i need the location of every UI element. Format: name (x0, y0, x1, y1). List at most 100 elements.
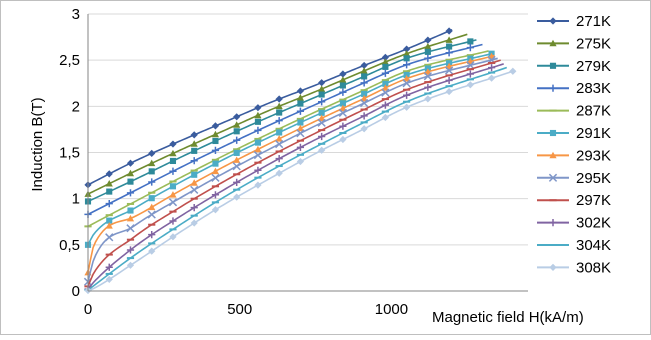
y-tick-label: 0,5 (59, 237, 80, 254)
data-point (403, 71, 410, 78)
data-point (126, 189, 135, 197)
data-point (296, 129, 305, 138)
data-point (276, 129, 283, 136)
data-point (467, 38, 474, 45)
series-283K (84, 43, 483, 218)
series-line (87, 59, 501, 287)
series-group (83, 27, 517, 295)
data-point (466, 70, 474, 78)
data-point (190, 131, 198, 139)
data-point (126, 159, 135, 167)
legend-item-271K: 271K (537, 13, 611, 30)
series-308K (84, 67, 517, 295)
data-point (318, 98, 326, 106)
data-point (169, 233, 177, 241)
data-point (105, 233, 114, 242)
data-point (360, 61, 368, 70)
data-point (233, 121, 241, 128)
legend-item-297K: 297K (537, 192, 611, 209)
x-tick-label: 0 (84, 301, 92, 318)
data-point (254, 166, 262, 174)
data-point (360, 94, 368, 102)
data-point (445, 76, 453, 85)
legend-marker (549, 62, 557, 69)
data-point (169, 140, 177, 148)
series-279K (84, 38, 477, 205)
series-line (87, 28, 453, 186)
data-point (403, 50, 411, 57)
data-point (211, 146, 220, 154)
data-point (424, 68, 432, 75)
data-point (509, 67, 517, 75)
y-tick-label: 3 (72, 6, 80, 23)
data-point (403, 45, 411, 53)
data-point (253, 150, 263, 160)
data-point (190, 140, 198, 147)
legend-item-304K: 304K (537, 237, 611, 254)
data-point (212, 160, 219, 167)
grid (88, 13, 528, 246)
data-point (423, 72, 432, 81)
x-tick-label: 1000 (375, 301, 408, 318)
data-point (318, 146, 326, 154)
axes: 0 0,5 1 1,5 2 2,5 3 0 500 1000 (59, 6, 528, 318)
x-tick-label: 500 (227, 301, 252, 318)
legend-marker (548, 173, 558, 182)
data-point (233, 178, 241, 186)
legend-label: 302K (576, 215, 611, 232)
legend-label: 279K (576, 58, 611, 75)
data-point (381, 101, 389, 109)
legend-marker (549, 151, 557, 159)
data-point (297, 119, 304, 126)
data-point (233, 156, 241, 163)
data-point (339, 122, 347, 130)
data-point (254, 104, 262, 112)
data-point (105, 222, 113, 229)
data-point (275, 155, 283, 163)
legend-item-302K: 302K (537, 215, 611, 232)
data-point (106, 188, 113, 195)
data-point (424, 95, 432, 103)
legend-item-287K: 287K (537, 103, 611, 120)
data-point (191, 147, 198, 154)
data-point (254, 181, 262, 189)
data-point (403, 91, 411, 99)
data-point (148, 168, 155, 175)
legend-label: 287K (576, 103, 611, 120)
legend-marker (549, 219, 557, 227)
data-point (233, 149, 240, 156)
data-point (148, 195, 155, 202)
data-point (360, 79, 368, 87)
legend-marker (549, 129, 557, 137)
data-point (403, 55, 410, 62)
legend-label: 275K (576, 35, 611, 52)
legend-label: 295K (576, 170, 611, 187)
x-axis-title: Magnetic field H(kA/m) (432, 309, 584, 326)
data-point (403, 75, 411, 82)
data-point (338, 108, 348, 118)
data-point (148, 178, 156, 186)
data-point (296, 94, 305, 101)
data-point (105, 263, 113, 271)
data-point (403, 61, 411, 69)
data-point (148, 149, 156, 157)
legend-marker (549, 84, 557, 92)
series-302K (84, 63, 504, 293)
data-point (105, 180, 113, 187)
data-point (126, 169, 135, 177)
legend-item-279K: 279K (537, 58, 611, 75)
legend-item-293K: 293K (537, 147, 611, 164)
data-point (424, 36, 432, 44)
data-point (211, 191, 220, 199)
data-point (148, 203, 156, 211)
data-point (444, 66, 454, 75)
series-line (87, 63, 504, 290)
y-tick-label: 1,5 (59, 145, 80, 162)
data-point (127, 207, 134, 214)
data-point (254, 118, 261, 125)
data-point (275, 169, 283, 177)
y-tick-label: 0 (72, 283, 80, 300)
